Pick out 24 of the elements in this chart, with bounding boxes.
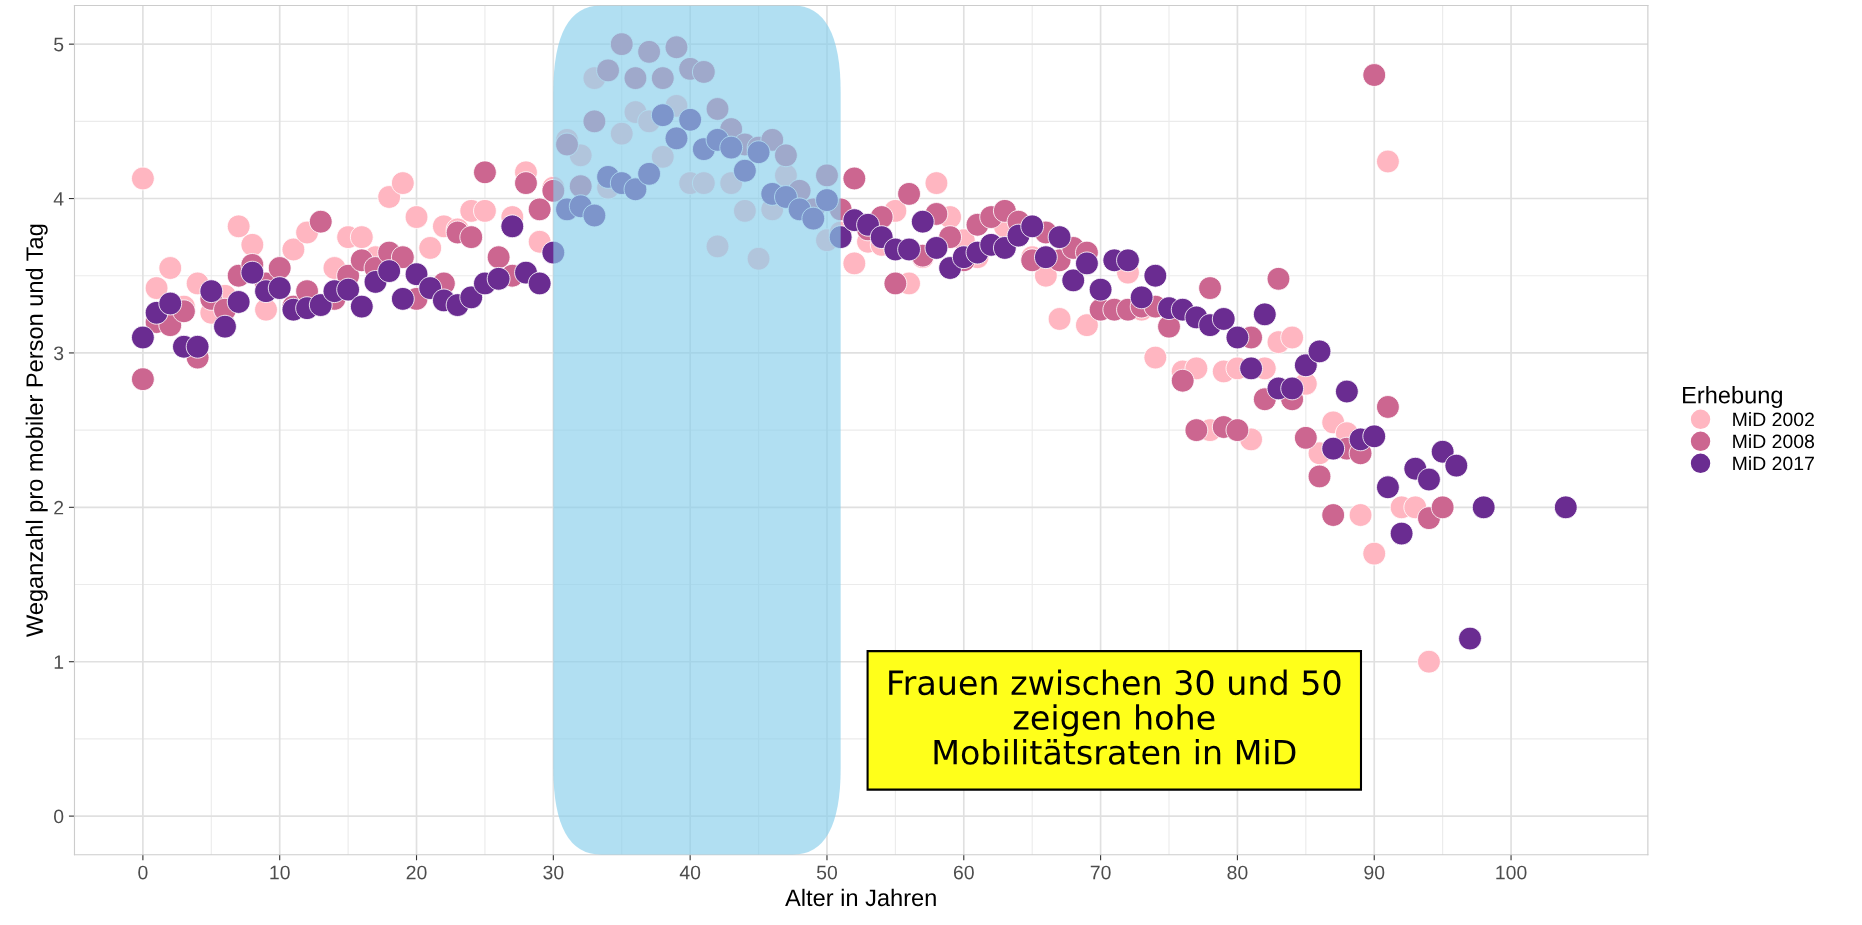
x-tick-label: 70 [1090,865,1111,880]
y-tick-label: 3 [53,346,64,361]
y-tick-label: 0 [54,809,64,824]
y-tick-label: 1 [54,655,64,669]
x-tick-label: 100 [1496,865,1527,880]
legend-label: MiD 2002 [1733,412,1814,427]
x-tick-label: 80 [1227,865,1248,880]
x-tick-label: 0 [138,865,148,880]
x-tick-label: 20 [406,865,427,880]
legend-label: MiD 2017 [1733,456,1814,471]
x-tick-label: 60 [953,865,974,880]
x-tick-label: 40 [679,865,701,880]
band-label: Frauen zwischen 30 und 50 zeigen hohe Mobilitätsraten in MiD [889,669,1341,765]
legend-label: MiD 2008 [1733,434,1815,449]
x-tick-label: 10 [270,865,290,880]
y-tick-label: 4 [53,192,64,206]
x-tick-label: 30 [543,865,564,880]
x-tick-label: 90 [1364,865,1385,880]
y-tick-label: 2 [54,500,64,515]
legend-title: Erhebung [1683,386,1782,409]
x-tick-label: 50 [816,865,838,880]
y-tick-label: 5 [54,37,64,52]
x-axis-title: Alter in Jahren [785,888,936,907]
y-axis-title: Weganzahl pro mobiler Person und Tag [25,224,48,637]
